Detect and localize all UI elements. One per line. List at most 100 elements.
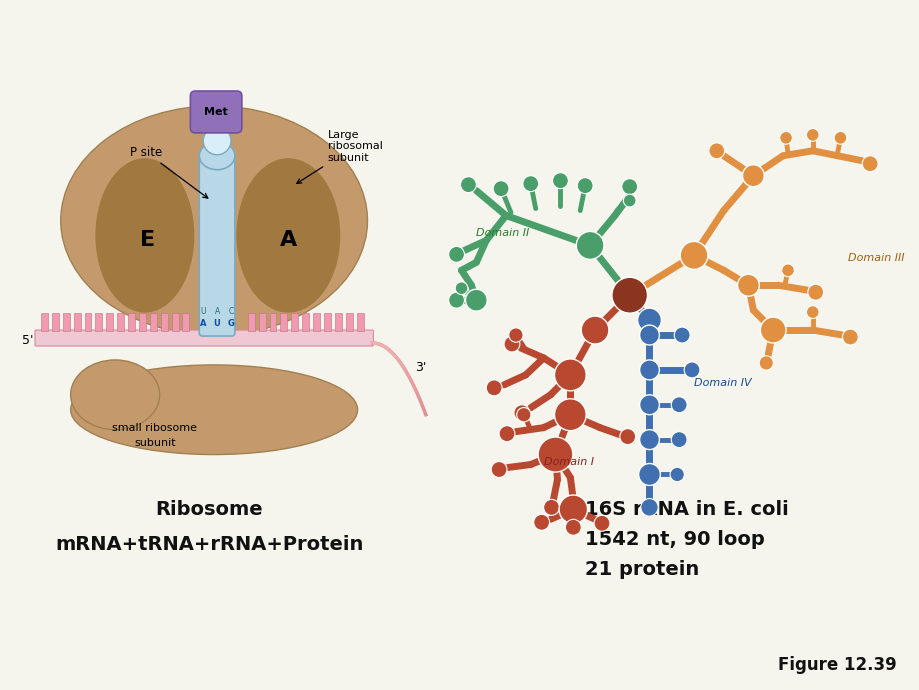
Circle shape	[491, 462, 506, 477]
Circle shape	[508, 328, 523, 342]
Text: E: E	[140, 230, 155, 250]
Bar	[96, 313, 102, 331]
Text: subunit: subunit	[134, 437, 176, 448]
Bar	[107, 313, 113, 331]
Circle shape	[671, 397, 686, 413]
Ellipse shape	[96, 158, 194, 313]
Circle shape	[455, 282, 468, 295]
Text: mRNA+tRNA+rRNA+Protein: mRNA+tRNA+rRNA+Protein	[55, 535, 363, 553]
Circle shape	[486, 380, 502, 396]
Circle shape	[559, 495, 587, 524]
Bar	[301, 313, 309, 331]
Text: 3': 3'	[414, 362, 425, 375]
Bar	[161, 313, 167, 331]
Text: 5': 5'	[21, 333, 33, 346]
Text: Figure 12.39: Figure 12.39	[777, 656, 896, 673]
FancyBboxPatch shape	[35, 330, 373, 346]
Circle shape	[742, 165, 764, 186]
Circle shape	[623, 194, 635, 207]
Circle shape	[543, 500, 559, 515]
Bar	[323, 313, 331, 331]
Text: P site: P site	[130, 146, 208, 198]
Ellipse shape	[61, 106, 367, 335]
Circle shape	[448, 246, 464, 262]
Circle shape	[448, 292, 464, 308]
Text: Domain IV: Domain IV	[693, 378, 751, 388]
FancyBboxPatch shape	[190, 91, 242, 133]
Text: Domain I: Domain I	[543, 457, 593, 466]
Circle shape	[611, 277, 647, 313]
Bar	[312, 313, 320, 331]
Circle shape	[674, 327, 689, 343]
Bar	[85, 313, 91, 331]
Circle shape	[637, 308, 661, 332]
Circle shape	[538, 437, 573, 472]
Bar	[74, 313, 81, 331]
Circle shape	[575, 231, 604, 259]
Circle shape	[737, 275, 758, 296]
Circle shape	[709, 143, 724, 159]
Circle shape	[498, 426, 515, 442]
Bar	[280, 313, 287, 331]
Text: C: C	[228, 307, 233, 316]
Circle shape	[522, 176, 539, 192]
Circle shape	[639, 325, 659, 345]
Bar	[128, 313, 135, 331]
Text: 21 protein: 21 protein	[584, 560, 698, 579]
Circle shape	[807, 284, 823, 300]
Text: Large
ribosomal
subunit: Large ribosomal subunit	[297, 130, 382, 184]
Circle shape	[842, 329, 857, 345]
Text: 1542 nt, 90 loop: 1542 nt, 90 loop	[584, 530, 764, 549]
Circle shape	[594, 515, 609, 531]
Circle shape	[504, 336, 519, 352]
Circle shape	[552, 172, 568, 188]
Ellipse shape	[199, 142, 234, 170]
Circle shape	[639, 430, 659, 450]
Circle shape	[779, 132, 791, 144]
Bar	[247, 313, 255, 331]
Text: 16S rRNA in E. coli: 16S rRNA in E. coli	[584, 500, 789, 519]
Circle shape	[554, 399, 585, 431]
Circle shape	[679, 241, 707, 269]
Text: A: A	[214, 307, 220, 316]
Circle shape	[460, 177, 476, 193]
Circle shape	[516, 408, 530, 422]
Text: Met: Met	[204, 107, 228, 117]
Circle shape	[781, 264, 793, 277]
Circle shape	[641, 499, 657, 516]
Text: Domain III: Domain III	[847, 253, 904, 264]
Circle shape	[758, 356, 773, 370]
Bar	[62, 313, 70, 331]
Circle shape	[639, 395, 659, 415]
Bar	[269, 313, 277, 331]
Circle shape	[806, 306, 818, 319]
Bar	[291, 313, 298, 331]
Circle shape	[671, 432, 686, 448]
Bar	[182, 313, 189, 331]
Bar	[258, 313, 266, 331]
Bar	[150, 313, 156, 331]
Ellipse shape	[236, 158, 340, 313]
Circle shape	[834, 132, 845, 144]
Circle shape	[619, 428, 635, 444]
Circle shape	[669, 467, 684, 482]
Circle shape	[861, 156, 877, 172]
Text: Domain II: Domain II	[476, 228, 529, 239]
Circle shape	[203, 127, 231, 155]
Bar	[346, 313, 352, 331]
FancyBboxPatch shape	[199, 156, 234, 336]
Bar	[51, 313, 59, 331]
Bar	[357, 313, 363, 331]
Circle shape	[493, 181, 508, 197]
Text: small ribosome: small ribosome	[112, 423, 197, 433]
Circle shape	[565, 520, 581, 535]
Circle shape	[554, 359, 585, 391]
Circle shape	[533, 514, 549, 530]
Text: Ribosome: Ribosome	[155, 500, 263, 519]
Bar	[171, 313, 178, 331]
Circle shape	[514, 405, 529, 421]
Circle shape	[465, 289, 487, 311]
Text: A: A	[199, 319, 206, 328]
Circle shape	[806, 128, 818, 141]
Circle shape	[684, 362, 699, 378]
